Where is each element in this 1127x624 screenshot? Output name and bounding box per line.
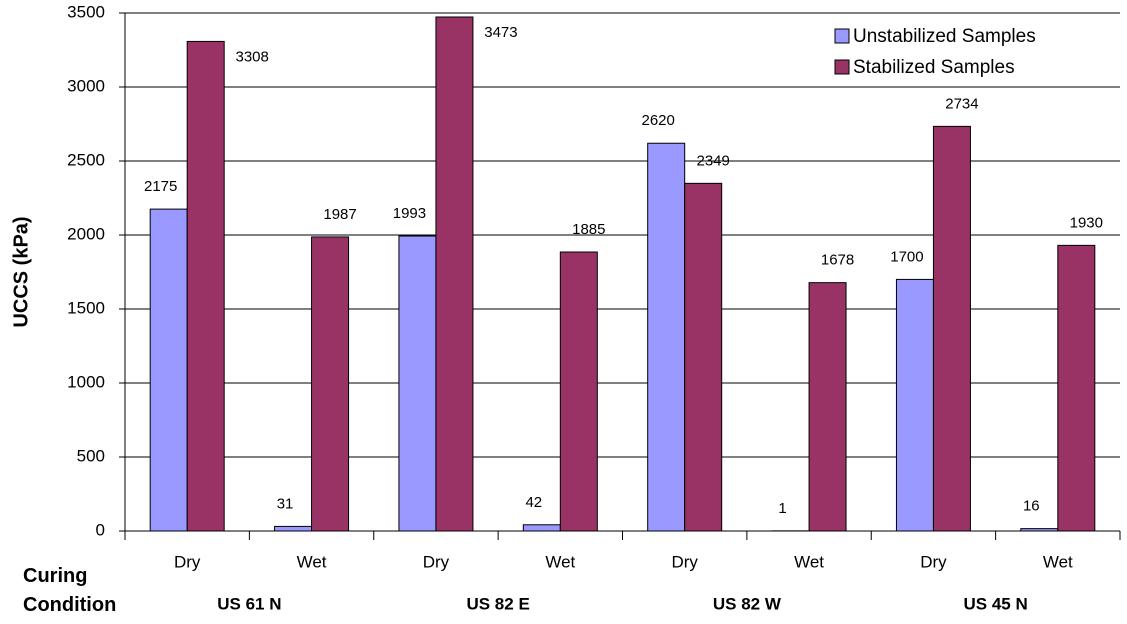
y-tick-label: 0 (96, 520, 105, 539)
bar (559, 251, 598, 532)
group-label: US 82 E (466, 594, 529, 613)
value-label: 1885 (572, 221, 605, 238)
value-label: 1987 (323, 206, 356, 223)
y-axis-title: UCCS (kPa) (10, 216, 32, 327)
bar (895, 278, 934, 532)
x-tick-label: Wet (297, 552, 327, 571)
bar (1057, 244, 1096, 532)
bar (186, 40, 225, 532)
value-label: 2175 (144, 178, 177, 195)
bar (398, 235, 437, 532)
group-label: US 45 N (964, 594, 1028, 613)
value-label: 1700 (890, 248, 923, 265)
bar (274, 525, 313, 532)
value-label: 1678 (821, 252, 854, 269)
value-label: 2734 (945, 95, 978, 112)
group-label: US 82 W (713, 594, 782, 613)
legend-swatch (834, 59, 850, 75)
bar (1020, 528, 1059, 532)
bar (808, 282, 847, 532)
bar (149, 208, 188, 532)
group-label: US 61 N (217, 594, 281, 613)
value-label: 1930 (1070, 214, 1103, 231)
bar (647, 142, 686, 532)
x-tick-label: Dry (671, 552, 698, 571)
x-axis-title: Curing Condition (23, 565, 117, 616)
x-tick-label: Dry (423, 552, 450, 571)
x-tick-label: Dry (920, 552, 947, 571)
value-label: 1993 (393, 205, 426, 222)
y-tick-label: 2000 (67, 224, 105, 243)
legend-swatch (834, 28, 850, 44)
value-label: 2349 (697, 152, 730, 169)
x-tick-label: Wet (545, 552, 575, 571)
bar (684, 182, 723, 532)
y-tick-label: 1000 (67, 372, 105, 391)
value-label: 3473 (484, 24, 517, 41)
y-tick-label: 3500 (67, 2, 105, 21)
bar (311, 236, 350, 532)
value-label: 31 (277, 495, 294, 512)
x-tick-label: Wet (794, 552, 824, 571)
value-label: 42 (525, 494, 542, 511)
value-label: 1 (778, 500, 786, 517)
value-label: 2620 (642, 112, 675, 129)
value-label: 16 (1023, 498, 1040, 515)
y-tick-label: 500 (77, 446, 105, 465)
x-tick-label: Dry (174, 552, 201, 571)
x-tick-label: Wet (1043, 552, 1073, 571)
bar (522, 524, 561, 532)
legend-label: Stabilized Samples (853, 57, 1015, 78)
y-tick-label: 2500 (67, 150, 105, 169)
legend-label: Unstabilized Samples (853, 26, 1036, 47)
y-tick-label: 1500 (67, 298, 105, 317)
value-label: 3308 (236, 48, 269, 65)
bar (932, 125, 971, 532)
y-tick-label: 3000 (67, 76, 105, 95)
bar (435, 16, 474, 532)
